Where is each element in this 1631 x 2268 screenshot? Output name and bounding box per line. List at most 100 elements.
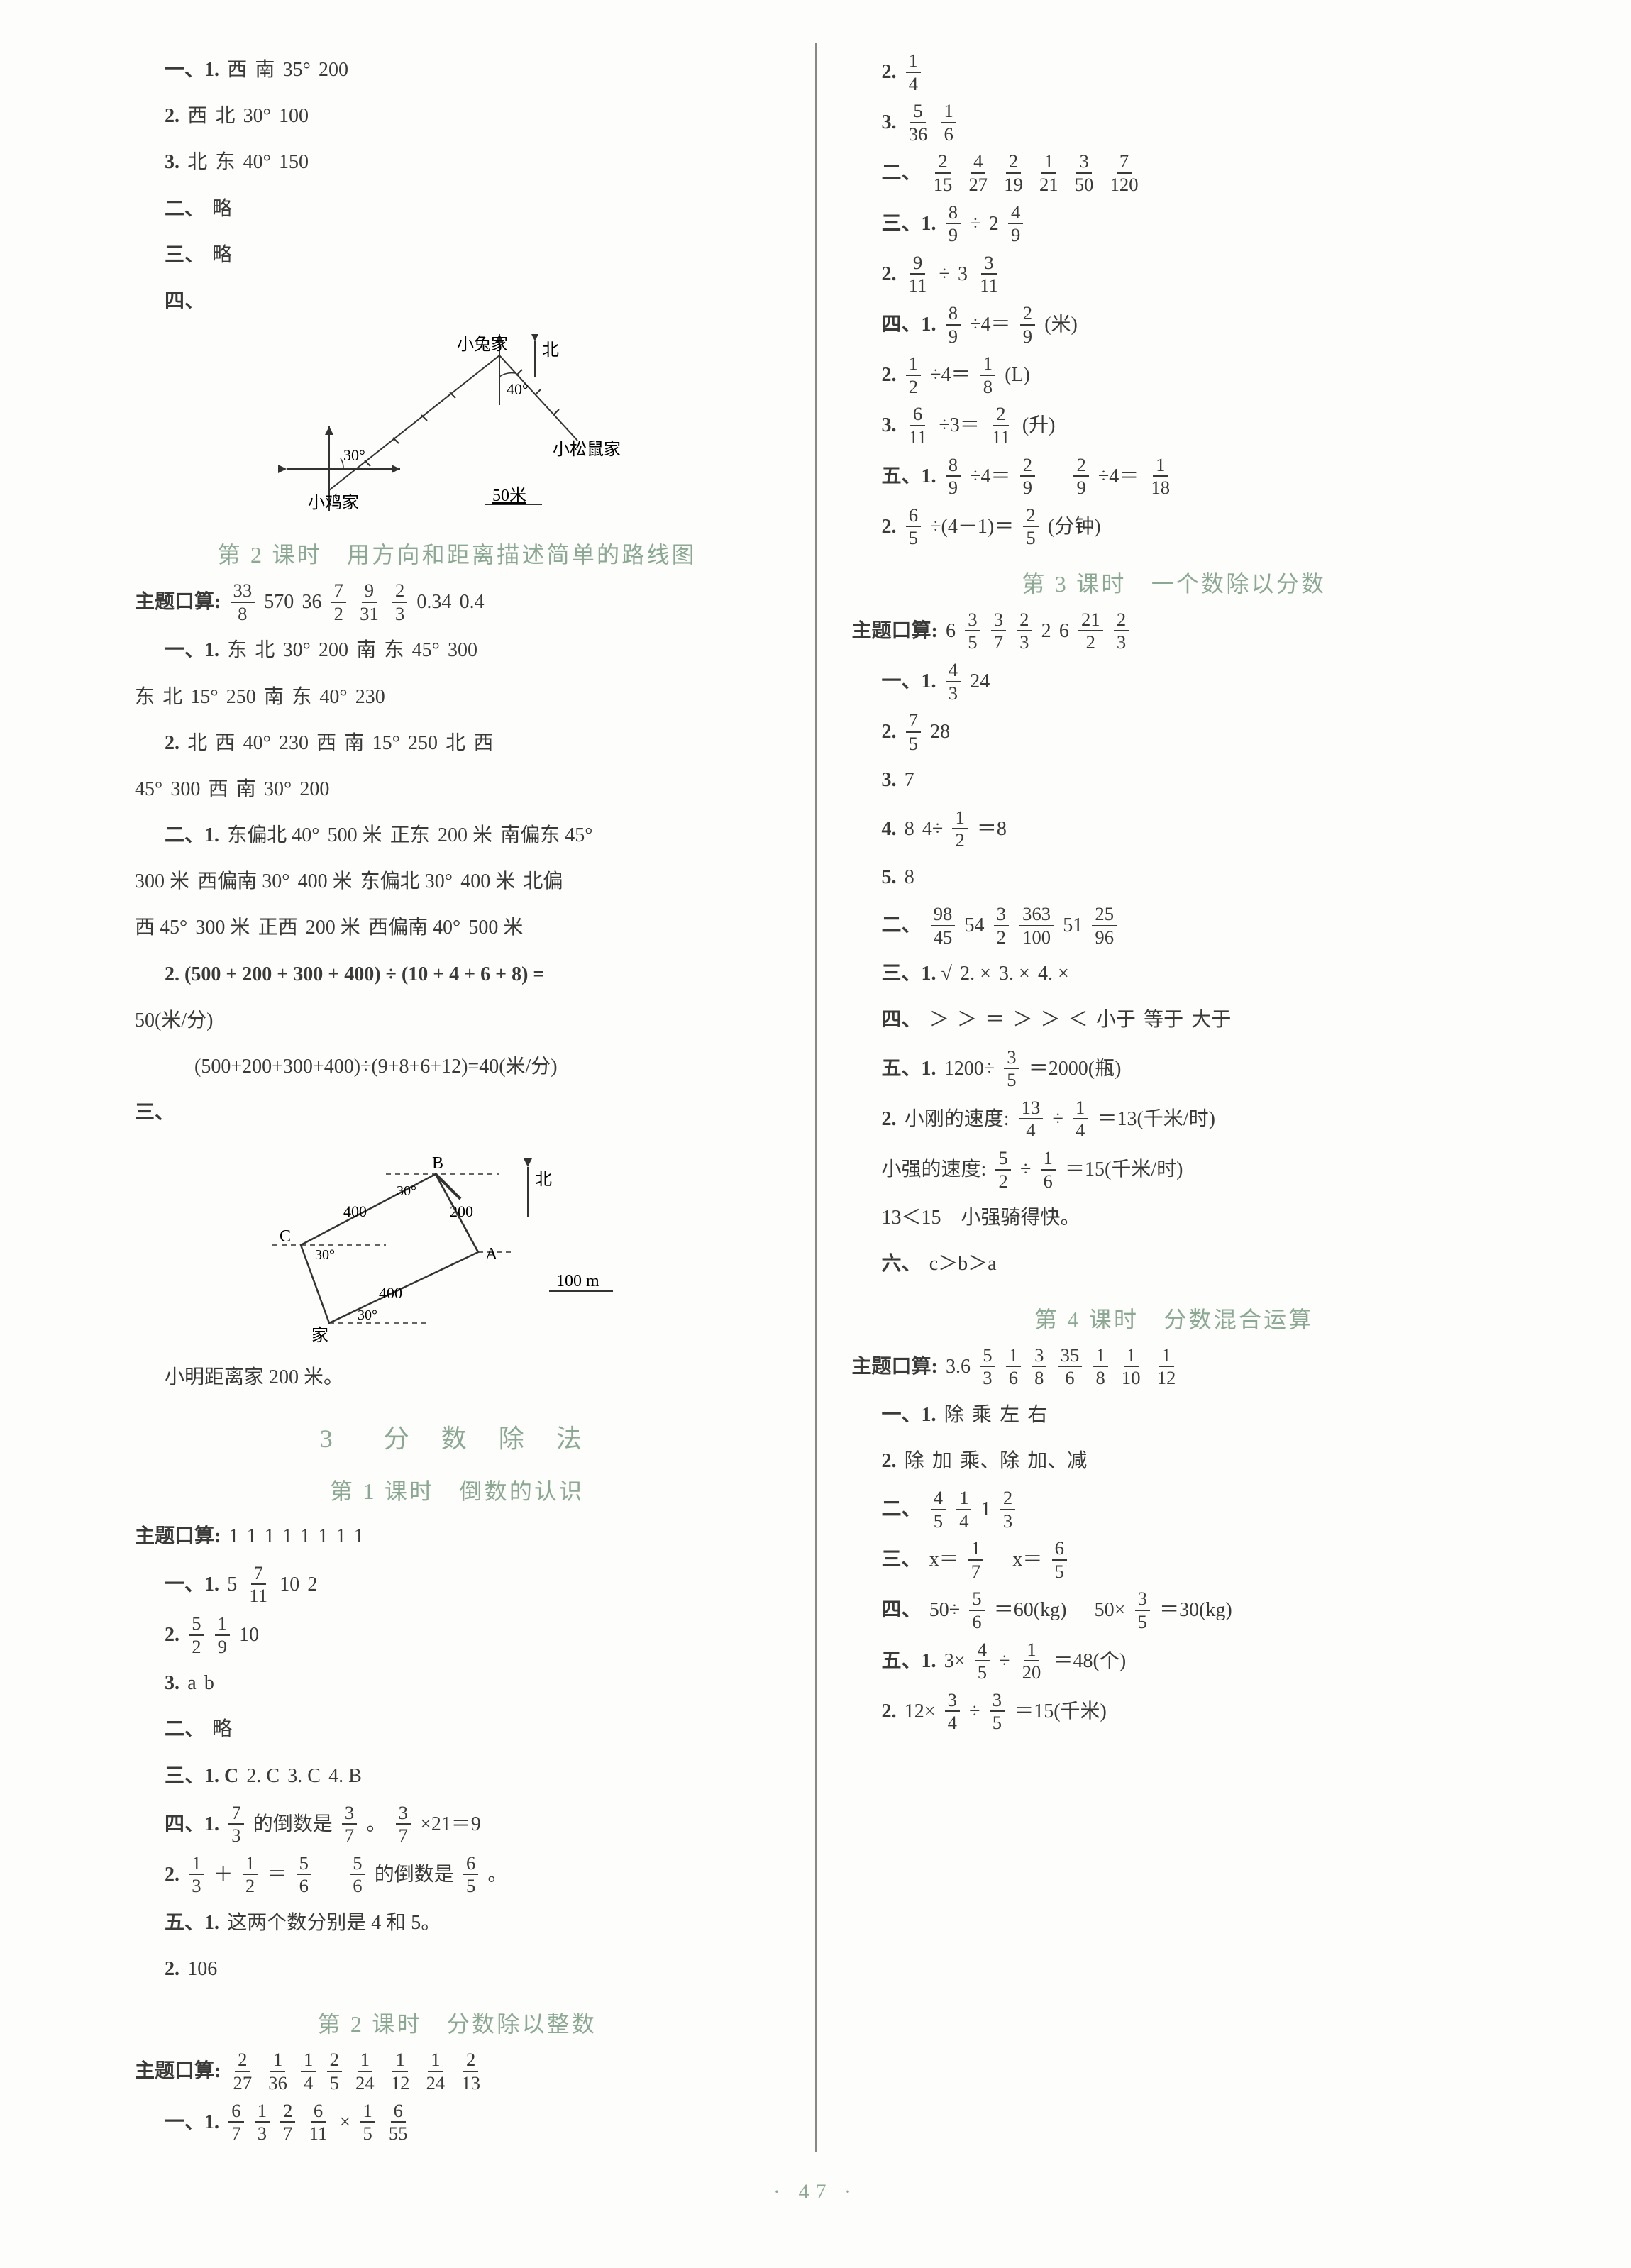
top-block: 一、1.西南35°200 2.西北30°100 3.北东40°150 二、略三、略四、 — [135, 51, 780, 320]
text-line: 2.12÷4＝18(L) — [852, 354, 1497, 396]
lesson-b-title: 第 2 课时 分数除以整数 — [135, 2006, 780, 2039]
text-line: 二、1.东偏北 40°500 米正东200 米南偏东 45° — [135, 817, 780, 854]
text-line: 2.65÷(4－1)＝25(分钟) — [852, 506, 1497, 548]
text-line: 2. (500 + 200 + 300 + 400) ÷ (10 + 4 + 6… — [135, 956, 780, 993]
page: 一、1.西南35°2002.西北30°1003.北东40°150二、略三、略四、… — [99, 43, 1532, 2152]
text-line: 3.53616 — [852, 101, 1497, 143]
text-line: 小强的速度:52÷16＝15(千米/时) — [852, 1149, 1497, 1190]
text-line: 五、1.1200÷35＝2000(瓶) — [852, 1048, 1497, 1090]
lesson2-title: 第 2 课时 用方向和距离描述简单的路线图 — [135, 537, 780, 570]
l4-lines: 一、1.除乘左右 2.除加乘、除加、减二、4514123 三、x＝17 x＝65 四、… — [852, 1396, 1497, 1732]
kousuan-row: 主题口算:2271361425124112124213 — [135, 2050, 780, 2092]
text-line: 一、1.西南35°200 — [135, 51, 780, 89]
text-line: 2.14 — [852, 51, 1497, 93]
text-line: 二、2154272191213507120 — [852, 152, 1497, 194]
text-line: 二、98455432363100512596 — [852, 905, 1497, 946]
svg-text:30°: 30° — [343, 446, 365, 464]
text-line: 2.小刚的速度:134÷14＝13(千米/时) — [852, 1098, 1497, 1140]
text-line: 四、1.73的倒数是37。37×21＝9 — [135, 1803, 780, 1845]
text-line: 四、 — [135, 282, 780, 320]
right-column: 2.14 3.53616 二、2154272191213507120 三、1.89÷2… — [817, 43, 1532, 2152]
l2-q1: 一、1.东北30°200南东45°300 东北15°250南东40°230 2.北西… — [135, 631, 780, 946]
text-line: 二、略 — [135, 1710, 780, 1748]
left-column: 一、1.西南35°2002.西北30°1003.北东40°150二、略三、略四、… — [99, 43, 817, 2152]
text-line: 五、1.89÷4＝29 29÷4＝118 — [852, 455, 1497, 497]
text-line: 13＜15 小强骑得快。 — [852, 1199, 1497, 1237]
text-line: 2.521910 — [135, 1614, 780, 1656]
kousuan-row: 主题口算:63537232621223 — [852, 610, 1497, 652]
text-line: 2.西北30°100 — [135, 97, 780, 135]
svg-text:家: 家 — [311, 1326, 328, 1344]
kousuan-row: 主题口算:3385703672931230.340.4 — [135, 581, 780, 623]
svg-text:400: 400 — [343, 1202, 367, 1220]
text-line: 一、1.5711102 — [135, 1564, 780, 1605]
text-line: 三、1. C2. C3. C4. B — [135, 1757, 780, 1795]
kousuan-row: 主题口算:11111111 — [135, 1517, 780, 1555]
text-line: 三、x＝17 x＝65 — [852, 1539, 1497, 1581]
text-line: 2.北西40°230西南15°250北西 — [135, 724, 780, 762]
svg-text:30°: 30° — [315, 1247, 335, 1263]
text-line: 四、1.89÷4＝29(米) — [852, 304, 1497, 345]
text-line: 一、1.除乘左右 — [852, 1396, 1497, 1434]
lesson3-title: 第 3 课时 一个数除以分数 — [852, 566, 1497, 599]
text-line: 3.北东40°150 — [135, 143, 780, 181]
text-line: 西 45°300 米正西200 米西偏南 40°500 米 — [135, 909, 780, 946]
svg-text:C: C — [280, 1227, 291, 1246]
svg-text:30°: 30° — [397, 1183, 416, 1199]
text-line: 三、 — [135, 1094, 780, 1132]
text-line: 2.911÷3311 — [852, 253, 1497, 295]
text-line: 三、略 — [135, 236, 780, 274]
l3-lines: 一、1.4324 2.7528 3.7 4.84÷12＝8 5.8 二、984554323… — [852, 660, 1497, 1283]
text-line: 2.12×34÷35＝15(千米) — [852, 1691, 1497, 1732]
text-line: 2.除加乘、除加、减 — [852, 1442, 1497, 1480]
text-line: 二、4514123 — [852, 1488, 1497, 1530]
svg-text:A: A — [485, 1245, 498, 1263]
text-line: 3.7 — [852, 761, 1497, 799]
text-line: 小明距离家 200 米。 — [135, 1359, 780, 1396]
svg-text:北: 北 — [535, 1170, 552, 1189]
svg-text:30°: 30° — [358, 1307, 377, 1323]
svg-text:200: 200 — [450, 1202, 473, 1220]
svg-text:40°: 40° — [507, 380, 529, 398]
diagram-rabbit: 30° 40° 小兔家 北 小鸡家 小松鼠家 50米 — [272, 334, 641, 519]
kousuan-row: 主题口算:3.653163835618110112 — [852, 1346, 1497, 1388]
text-line: 一、1.671327611×15655 — [135, 2101, 780, 2143]
text-line: 2.7528 — [852, 711, 1497, 753]
svg-text:100 m: 100 m — [556, 1272, 599, 1290]
l1-lines: 一、1.5711102 2.521910 3.ab 二、略三、1. C2. C3. C… — [135, 1564, 780, 1795]
text-line: 50(米/分) — [135, 1002, 780, 1039]
text-line: 四、50÷56＝60(kg) 50×35＝30(kg) — [852, 1589, 1497, 1631]
text-line: 五、1.这两个数分别是 4 和 5。 — [135, 1904, 780, 1942]
text-line: 45°300西南30°200 — [135, 770, 780, 808]
text-line: 一、1.4324 — [852, 660, 1497, 702]
text-line: 三、1. √2. ×3. ×4. × — [852, 955, 1497, 992]
text-line: 300 米西偏南 30°400 米东偏北 30°400 米北偏 — [135, 863, 780, 900]
text-line: 2.106 — [135, 1950, 780, 1988]
svg-text:400: 400 — [379, 1284, 402, 1302]
text-line: 三、1.89÷249 — [852, 203, 1497, 245]
diagram-route: 北 B A C 家 200 400 400 30° 30° 30° 100 m — [258, 1146, 656, 1344]
svg-text:北: 北 — [542, 341, 559, 360]
text-line: (500+200+300+400)÷(9+8+6+12)=40(米/分) — [135, 1048, 780, 1085]
page-number: · 47 · — [99, 2180, 1532, 2204]
section3-title: 3 分 数 除 法 — [135, 1418, 780, 1455]
text-line: 3.611÷3＝211(升) — [852, 404, 1497, 446]
svg-text:B: B — [432, 1154, 443, 1173]
text-line: 东北15°250南东40°230 — [135, 678, 780, 716]
svg-text:小兔家: 小兔家 — [457, 335, 508, 354]
text-line: 4.84÷12＝8 — [852, 808, 1497, 850]
text-line: 一、1.东北30°200南东45°300 — [135, 631, 780, 669]
text-line: 五、1.3×45÷120＝48(个) — [852, 1640, 1497, 1682]
svg-text:小松鼠家: 小松鼠家 — [553, 440, 621, 459]
lb-line: 一、1.671327611×15655 — [135, 2101, 780, 2143]
lesson4-title: 第 4 课时 分数混合运算 — [852, 1302, 1497, 1334]
r-cont: 2.14 3.53616 二、2154272191213507120 三、1.89÷2… — [852, 51, 1497, 548]
svg-text:小鸡家: 小鸡家 — [308, 493, 359, 512]
text-line: 2.13＋12＝56 56的倒数是65。 — [135, 1854, 780, 1896]
text-line: 四、＞＞＝＞＞＜小于等于大于 — [852, 1001, 1497, 1039]
text-line: 3.ab — [135, 1664, 780, 1702]
text-line: 5.8 — [852, 858, 1497, 896]
text-line: 二、略 — [135, 190, 780, 228]
svg-text:50米: 50米 — [492, 486, 526, 505]
l1-q4: 四、1.73的倒数是37。37×21＝9 2.13＋12＝56 56的倒数是65。… — [135, 1803, 780, 1988]
